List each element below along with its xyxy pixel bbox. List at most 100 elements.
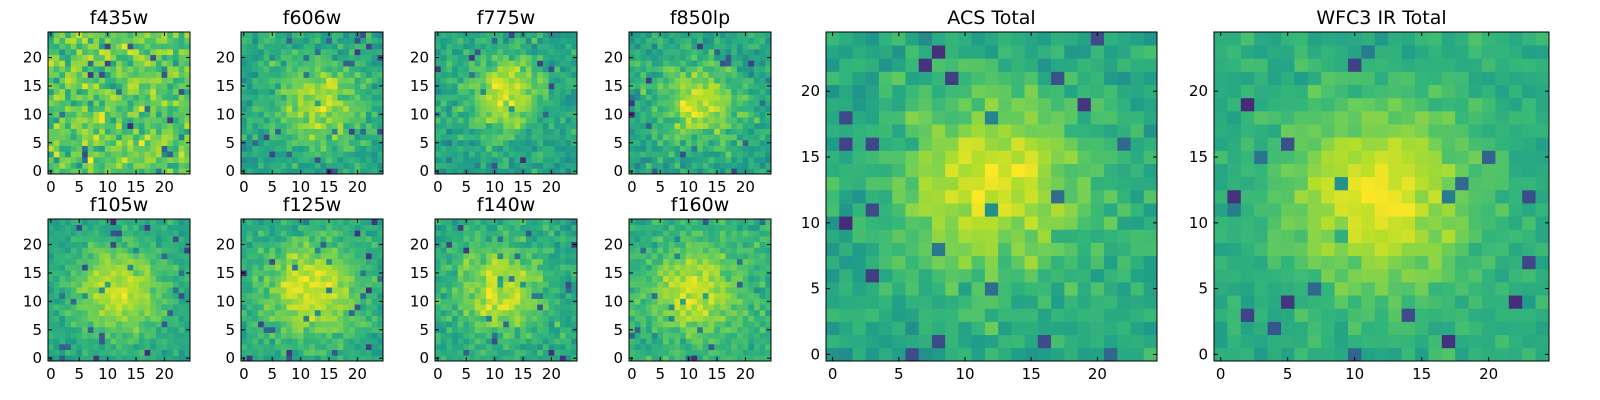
heatmap-cell [525, 54, 532, 61]
heatmap-cell [697, 88, 704, 95]
heatmap-cell [241, 247, 248, 254]
heatmap-cell [742, 66, 749, 73]
heatmap-cell [82, 304, 89, 311]
heatmap-cell [629, 128, 636, 135]
heatmap-cell [161, 298, 168, 305]
heatmap-cell [360, 156, 367, 163]
heatmap-cell [280, 156, 287, 163]
heatmap-cell [640, 315, 647, 322]
y-tick-label: 20 [604, 49, 623, 67]
heatmap-cell [348, 224, 355, 231]
heatmap-cell [548, 128, 555, 135]
heatmap-cell [680, 332, 687, 339]
heatmap-cell [651, 338, 658, 345]
heatmap-cell [452, 332, 459, 339]
heatmap-cell [377, 122, 384, 129]
heatmap-cells [48, 219, 191, 362]
heatmap-cell [314, 338, 321, 345]
heatmap-cell [150, 355, 157, 362]
heatmap-cell [685, 332, 692, 339]
heatmap-cell [435, 253, 442, 260]
heatmap-cell [348, 264, 355, 271]
heatmap-cell [104, 134, 111, 141]
heatmap-cell [280, 275, 287, 282]
heatmap-cell [719, 139, 726, 146]
heatmap-cell [731, 105, 738, 112]
heatmap-cell [246, 236, 253, 243]
heatmap-cell [59, 236, 66, 243]
heatmap-cell [668, 122, 675, 129]
heatmap-cell [765, 145, 772, 152]
heatmap-cell [76, 151, 83, 158]
heatmap-cell [440, 43, 447, 50]
heatmap-cell [463, 338, 470, 345]
heatmap-cell [150, 258, 157, 265]
heatmap-cell [629, 134, 636, 141]
heatmap-cell [155, 49, 162, 56]
heatmap-cell [127, 224, 134, 231]
heatmap-cell [531, 332, 538, 339]
heatmap-cell [116, 139, 123, 146]
heatmap-cell [133, 236, 140, 243]
heatmap-cell [520, 338, 527, 345]
heatmap-cell [53, 332, 60, 339]
heatmap-cell [99, 37, 106, 44]
heatmap-cell [508, 162, 515, 169]
heatmap-cell [640, 54, 647, 61]
heatmap-cell [457, 88, 464, 95]
heatmap-cell [474, 122, 481, 129]
heatmap-cell [263, 60, 270, 67]
heatmap-cell [446, 343, 453, 350]
heatmap-cell [508, 247, 515, 254]
heatmap-cell [184, 321, 191, 328]
heatmap-cell [286, 321, 293, 328]
heatmap-cell [742, 349, 749, 356]
heatmap-cell [691, 168, 698, 175]
heatmap-cell [469, 162, 476, 169]
heatmap-cell [736, 71, 743, 78]
heatmap-cell [719, 111, 726, 118]
heatmap-cell [719, 321, 726, 328]
heatmap-cell [731, 88, 738, 95]
heatmap-cell [150, 338, 157, 345]
heatmap-cell [110, 71, 117, 78]
heatmap-cell [474, 270, 481, 277]
heatmap-cell [292, 270, 299, 277]
heatmap-cell [480, 270, 487, 277]
heatmap-cell [742, 292, 749, 299]
heatmap-cell [503, 309, 510, 316]
heatmap-cell [725, 338, 732, 345]
heatmap-cell [354, 100, 361, 107]
heatmap-cell [708, 162, 715, 169]
heatmap-cell [542, 77, 549, 84]
heatmap-cell [354, 156, 361, 163]
heatmap-cell [714, 151, 721, 158]
heatmap-cell [725, 94, 732, 101]
heatmap-cell [514, 94, 521, 101]
heatmap-cell [640, 105, 647, 112]
heatmap-cell [719, 338, 726, 345]
heatmap-cell [110, 66, 117, 73]
heatmap-cell [537, 315, 544, 322]
heatmap-cell [554, 230, 561, 237]
heatmap-cell [348, 139, 355, 146]
heatmap-cell [286, 151, 293, 158]
heatmap-cell [680, 326, 687, 333]
heatmap-cell [497, 162, 504, 169]
heatmap-cell [753, 94, 760, 101]
heatmap-cell [542, 236, 549, 243]
heatmap-cell [76, 281, 83, 288]
heatmap-cell [144, 122, 151, 129]
heatmap-cell [714, 338, 721, 345]
heatmap-cell [252, 134, 259, 141]
heatmap-cell [531, 287, 538, 294]
heatmap-cell [548, 343, 555, 350]
heatmap-cell [446, 253, 453, 260]
heatmap-cell [440, 49, 447, 56]
heatmap-cell [280, 241, 287, 248]
heatmap-cell [348, 71, 355, 78]
heatmap-cell [446, 287, 453, 294]
heatmap-cell [452, 156, 459, 163]
heatmap-cell [514, 168, 521, 175]
heatmap-cell [440, 236, 447, 243]
